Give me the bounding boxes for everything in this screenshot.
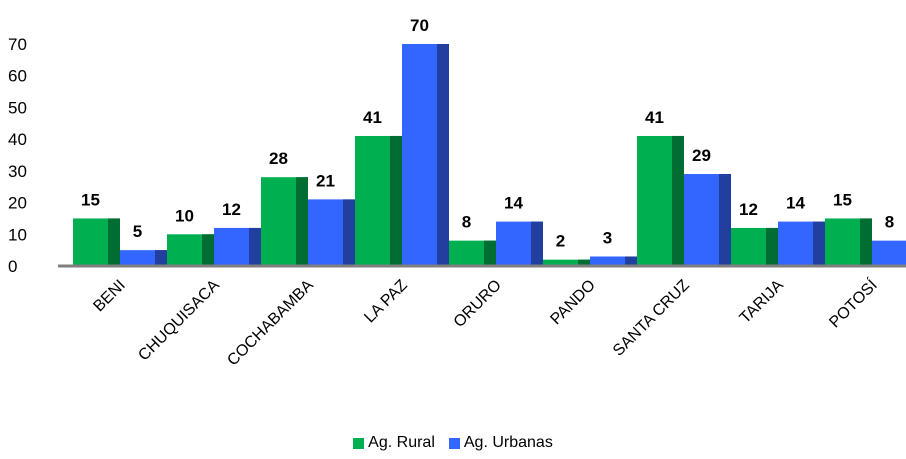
data-label: 28 — [269, 149, 288, 168]
data-label: 2 — [556, 232, 565, 251]
bar-side — [766, 227, 778, 266]
bar-side — [484, 240, 496, 266]
bar-side — [155, 250, 167, 266]
bar-side — [437, 44, 449, 266]
data-label: 8 — [462, 213, 471, 232]
data-label: 14 — [504, 194, 523, 213]
bar-side — [860, 218, 872, 266]
bar-side — [296, 177, 308, 266]
data-label: 70 — [410, 16, 429, 35]
category-label: TARIJA — [737, 277, 787, 327]
category-label: LA PAZ — [361, 277, 411, 327]
bar-side — [578, 259, 590, 266]
y-tick-label: 40 — [8, 130, 27, 149]
data-label: 3 — [603, 228, 612, 247]
y-tick-label: 10 — [8, 225, 27, 244]
bar-side — [813, 221, 825, 266]
legend-label-rural: Ag. Rural — [368, 434, 435, 451]
bar-side — [343, 199, 355, 266]
legend-swatch-urbanas — [448, 437, 460, 449]
data-label: 5 — [133, 222, 142, 241]
bar-side — [249, 227, 261, 266]
y-tick-label: 50 — [8, 98, 27, 117]
y-tick-label: 60 — [8, 67, 27, 86]
y-tick-label: 0 — [8, 257, 17, 276]
bar-urbanas — [872, 240, 906, 266]
data-label: 41 — [363, 108, 382, 127]
y-tick-label: 20 — [8, 194, 27, 213]
data-label: 41 — [645, 108, 664, 127]
data-label: 15 — [81, 190, 100, 209]
category-label: CHUQUISACA — [135, 277, 223, 365]
bar-rural — [543, 259, 590, 266]
y-tick-label: 70 — [8, 35, 27, 54]
data-labels: 15 5 10 12 28 21 41 70 8 14 2 3 41 29 12 14 15 8 — [81, 16, 894, 251]
data-label: 15 — [833, 190, 852, 209]
category-label: BENI — [90, 277, 128, 315]
bar-urbanas — [590, 256, 637, 266]
y-axis-tick-labels: 0 10 20 30 40 50 60 70 — [8, 35, 27, 276]
legend-label-urbanas: Ag. Urbanas — [463, 434, 553, 451]
bar-side — [108, 218, 120, 266]
data-label: 10 — [175, 206, 194, 225]
data-label: 12 — [739, 200, 758, 219]
category-label: SANTA CRUZ — [610, 277, 693, 360]
bar-groups — [73, 44, 906, 266]
category-label: PANDO — [547, 277, 598, 328]
bar-side — [202, 234, 214, 266]
data-label: 21 — [316, 171, 335, 190]
bar-side — [531, 221, 543, 266]
y-tick-label: 30 — [8, 162, 27, 181]
bar-side — [625, 256, 637, 266]
bar-side — [672, 135, 684, 266]
category-label: POTOSÍ — [825, 275, 881, 331]
category-labels: BENI CHUQUISACA COCHABAMBA LA PAZ ORURO PANDO… — [90, 275, 881, 369]
bar-side — [719, 174, 731, 266]
legend-item-rural: Ag. Rural — [353, 434, 435, 452]
data-label: 14 — [786, 194, 805, 213]
legend-swatch-rural — [353, 437, 365, 449]
legend: Ag. Rural Ag. Urbanas — [0, 434, 906, 452]
data-label: 29 — [692, 146, 711, 165]
category-label: ORURO — [451, 277, 505, 331]
legend-item-urbanas: Ag. Urbanas — [448, 434, 553, 452]
data-label: 12 — [222, 200, 241, 219]
bar-chart: 0 10 20 30 40 50 60 70 15 5 10 12 28 21 41 70 8 14 2 3 41 29… — [8, 16, 906, 369]
category-label: COCHABAMBA — [224, 277, 317, 370]
data-label: 8 — [885, 213, 894, 232]
bar-side — [390, 135, 402, 266]
